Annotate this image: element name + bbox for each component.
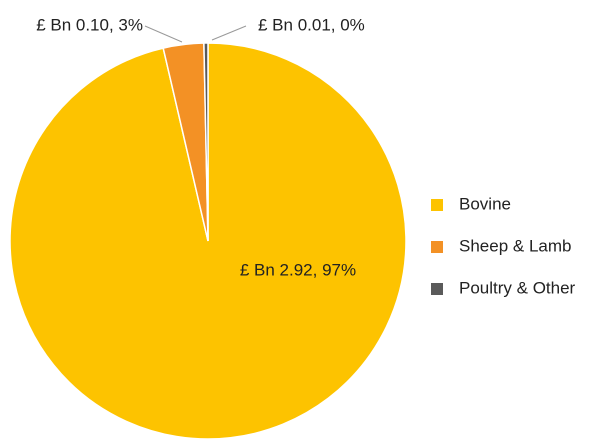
pie-slice (203, 42, 209, 242)
legend-swatch (431, 199, 443, 211)
data-label: £ Bn 0.10, 3% (36, 15, 143, 34)
legend-label: Bovine (459, 194, 511, 213)
legend-swatch (431, 283, 443, 295)
legend-label: Poultry & Other (459, 278, 576, 297)
data-label: £ Bn 0.01, 0% (258, 15, 365, 34)
leader-line (144, 25, 183, 43)
leader-line (211, 25, 247, 41)
legend-swatch (431, 241, 443, 253)
data-label: £ Bn 2.92, 97% (240, 260, 356, 279)
legend-label: Sheep & Lamb (459, 236, 571, 255)
